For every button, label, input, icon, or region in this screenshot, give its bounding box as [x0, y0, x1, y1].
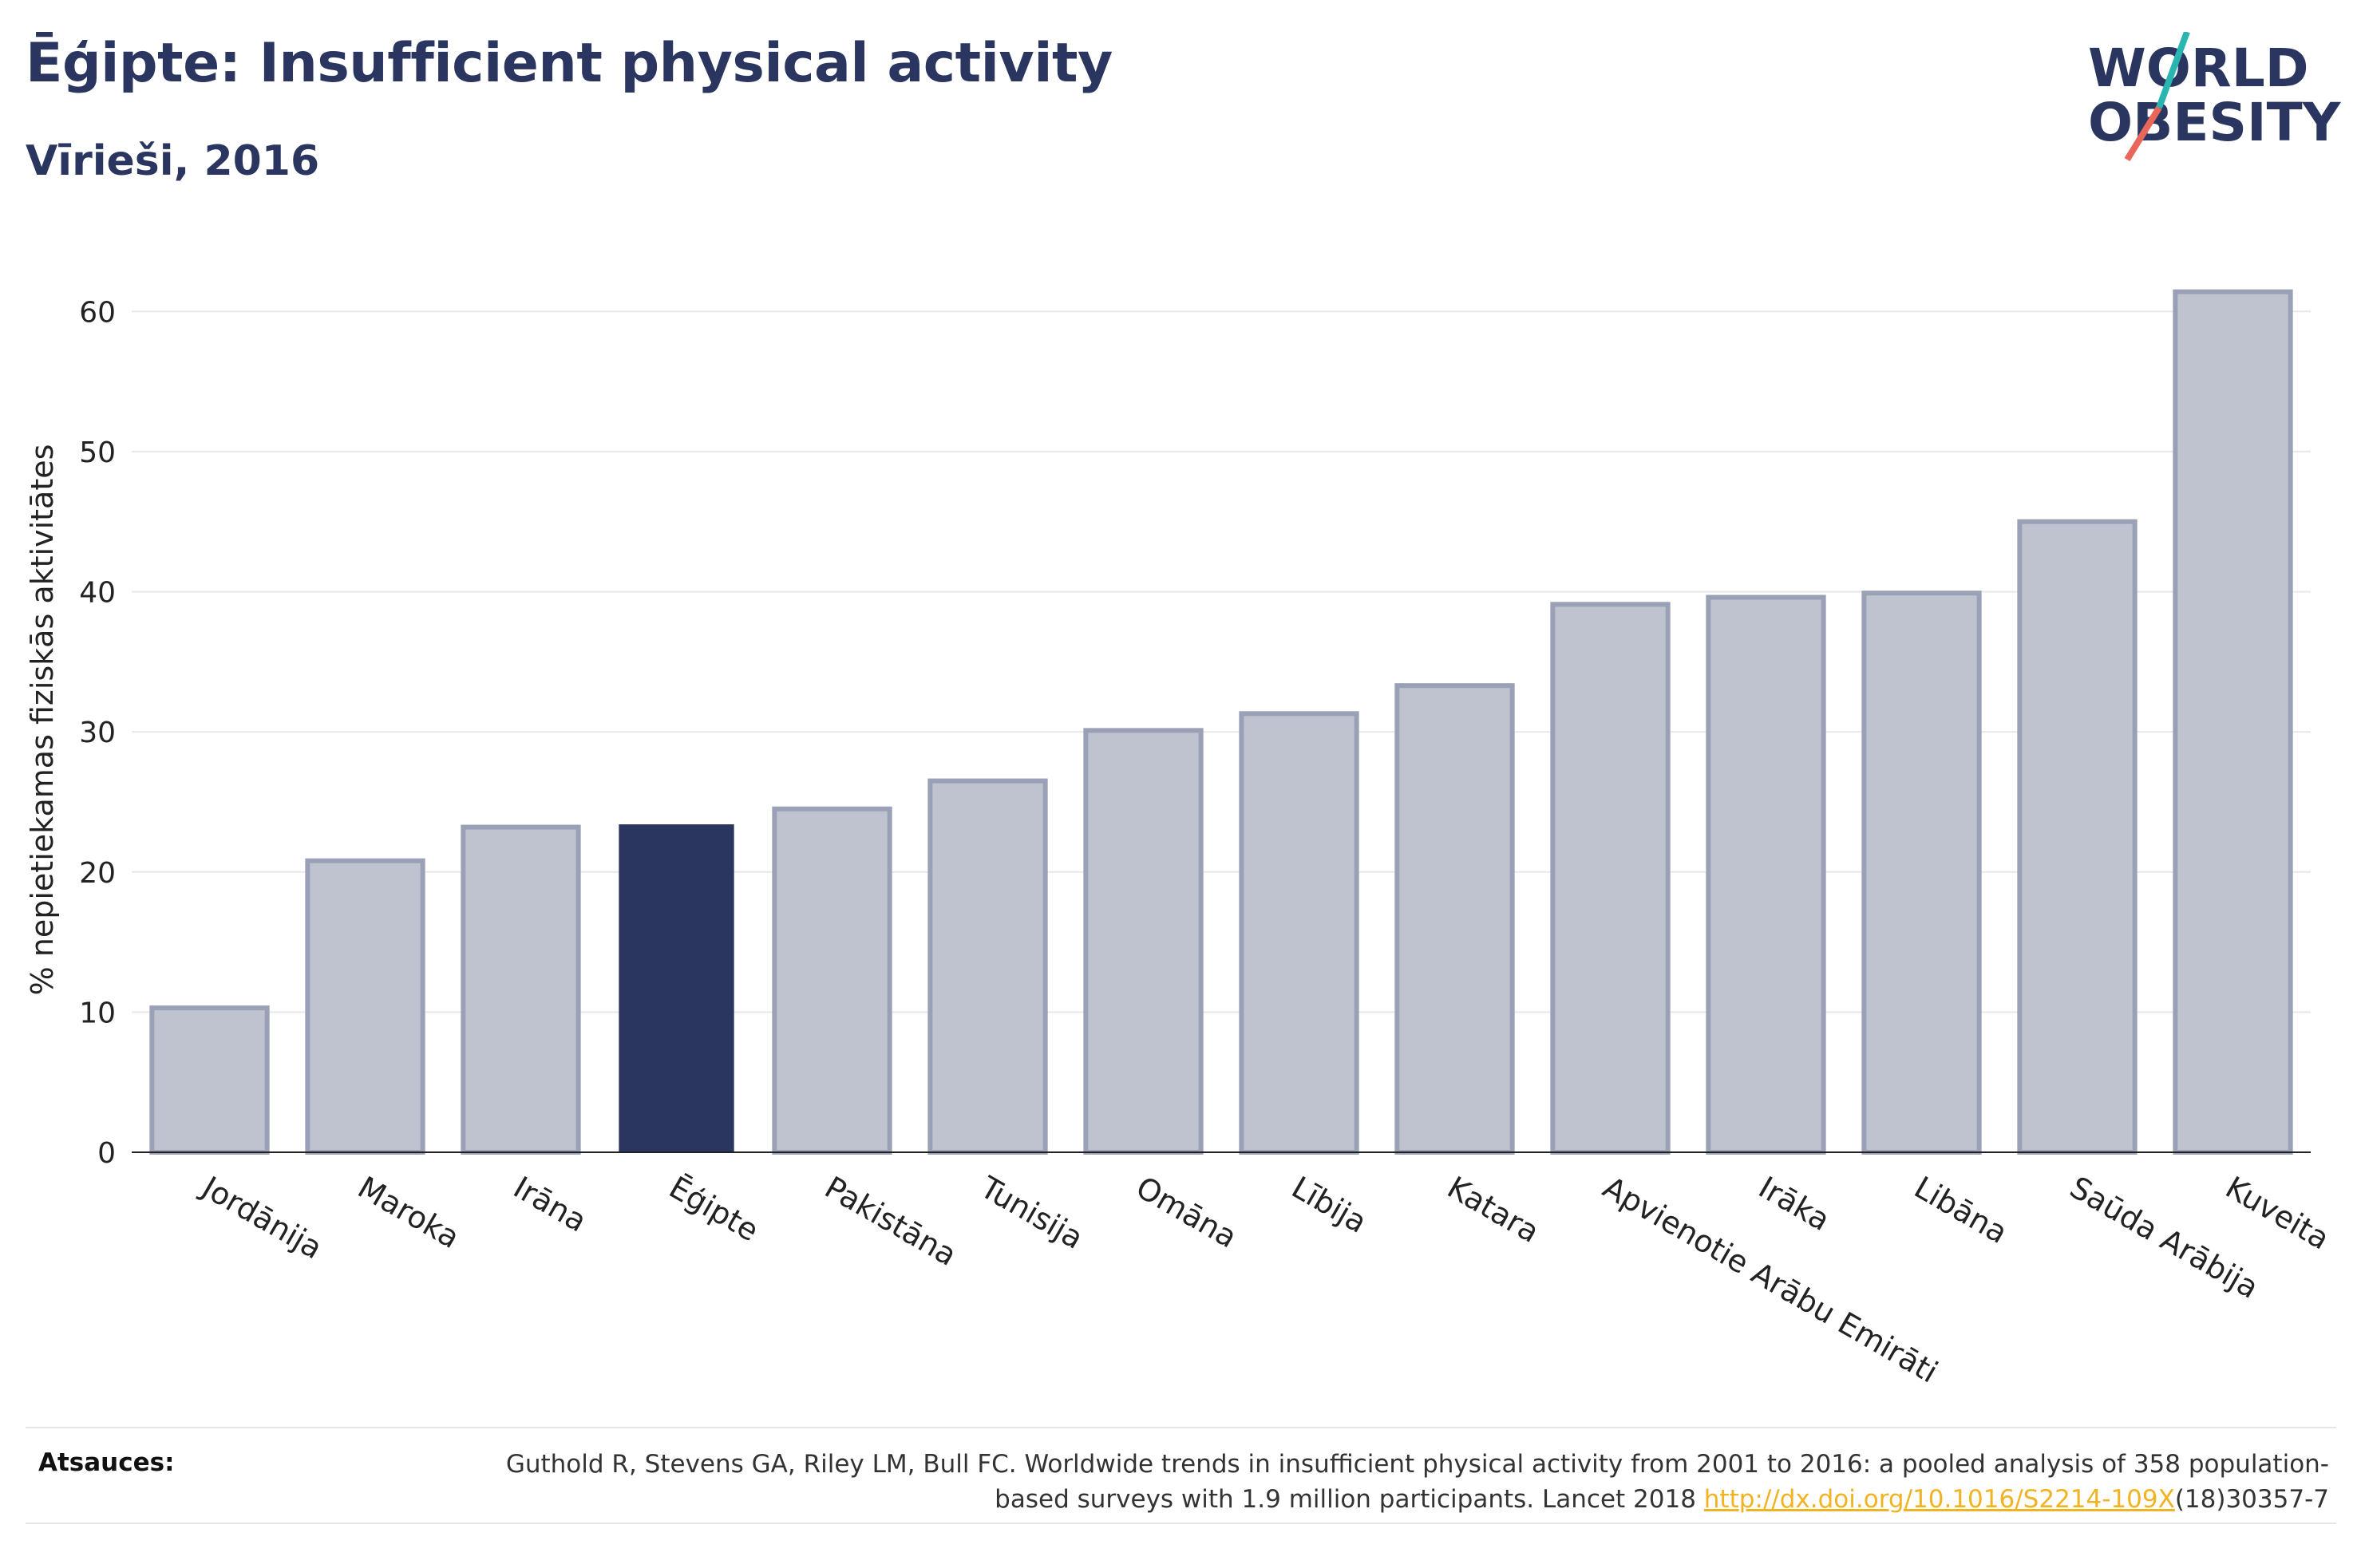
- bars: [149, 289, 2293, 1155]
- y-axis-label: % nepietiekamas fiziskās aktivitātes: [25, 444, 60, 996]
- bar-1: [305, 858, 425, 1155]
- x-tick-label: Ēģipte: [663, 1170, 765, 1249]
- bar-5: [927, 778, 1048, 1155]
- x-tick-label: Pakistāna: [819, 1170, 963, 1273]
- x-tick-label: Maroka: [352, 1170, 465, 1255]
- x-tick-labels: Jordānija Maroka Irāna Ēģipte Pakistāna Tunis…: [195, 1169, 2335, 1390]
- bar-12: [2017, 519, 2138, 1155]
- world-obesity-logo: WORLD OBESITY: [2088, 32, 2342, 162]
- bar-13: [2173, 289, 2293, 1155]
- x-tick-label: Irāna: [508, 1170, 592, 1239]
- x-tick-label: Libāna: [1908, 1170, 2014, 1250]
- bar-10: [1706, 594, 1826, 1155]
- y-tick-label: 50: [79, 436, 116, 469]
- y-tick-label: 20: [79, 857, 116, 890]
- x-tick-label: Jordānija: [195, 1169, 328, 1266]
- sources-citation: Guthold R, Stevens GA, Riley LM, Bull FC…: [505, 1450, 2329, 1514]
- bar-3: [619, 824, 734, 1152]
- logo-accent-teal: [2156, 32, 2190, 109]
- x-tick-label: Katara: [1442, 1170, 1545, 1250]
- sources-citation-suffix: (18)30357-7: [2174, 1485, 2329, 1514]
- grid-lines: [132, 310, 2311, 1013]
- y-tick-label: 10: [79, 997, 116, 1029]
- y-tick-label: 30: [79, 717, 116, 749]
- x-tick-label: Omāna: [1130, 1170, 1243, 1255]
- bar-0: [149, 1005, 270, 1155]
- x-tick-label: Irāka: [1753, 1170, 1836, 1238]
- sources-label: Atsauces:: [38, 1448, 175, 1477]
- y-tick-label: 60: [79, 296, 116, 329]
- sources-doi-link[interactable]: http://dx.doi.org/10.1016/S2214-109X: [1703, 1485, 2175, 1514]
- logo-line-1: WORLD: [2088, 38, 2309, 99]
- bar-4: [772, 806, 892, 1155]
- y-tick-label: 0: [97, 1137, 116, 1170]
- bar-11: [1861, 590, 1982, 1155]
- chart-subtitle: Vīrieši, 2016: [26, 137, 320, 185]
- sources-text: Guthold R, Stevens GA, Riley LM, Bull FC…: [493, 1447, 2329, 1517]
- bar-7: [1239, 711, 1359, 1155]
- bar-8: [1394, 683, 1515, 1155]
- x-tick-label: Lībija: [1286, 1170, 1373, 1240]
- bar-2: [461, 824, 581, 1155]
- bar-chart: 0 10 20 30 40 50 60 Jordānija Maroka Irāna Ēģipte…: [25, 289, 2335, 1390]
- x-tick-label: Tunisija: [974, 1169, 1089, 1256]
- bar-6: [1083, 728, 1204, 1155]
- footer-top-divider: [26, 1427, 2336, 1428]
- logo-line-2: OBESITY: [2088, 92, 2342, 153]
- x-tick-label: Kuveita: [2220, 1170, 2335, 1257]
- y-tick-labels: 0 10 20 30 40 50 60: [79, 296, 116, 1170]
- y-tick-label: 40: [79, 577, 116, 610]
- logo-accent-coral: [2124, 105, 2162, 162]
- bar-9: [1550, 602, 1671, 1155]
- footer-bottom-divider: [26, 1523, 2336, 1524]
- chart-title: Ēģipte: Insufficient physical activity: [26, 32, 1113, 95]
